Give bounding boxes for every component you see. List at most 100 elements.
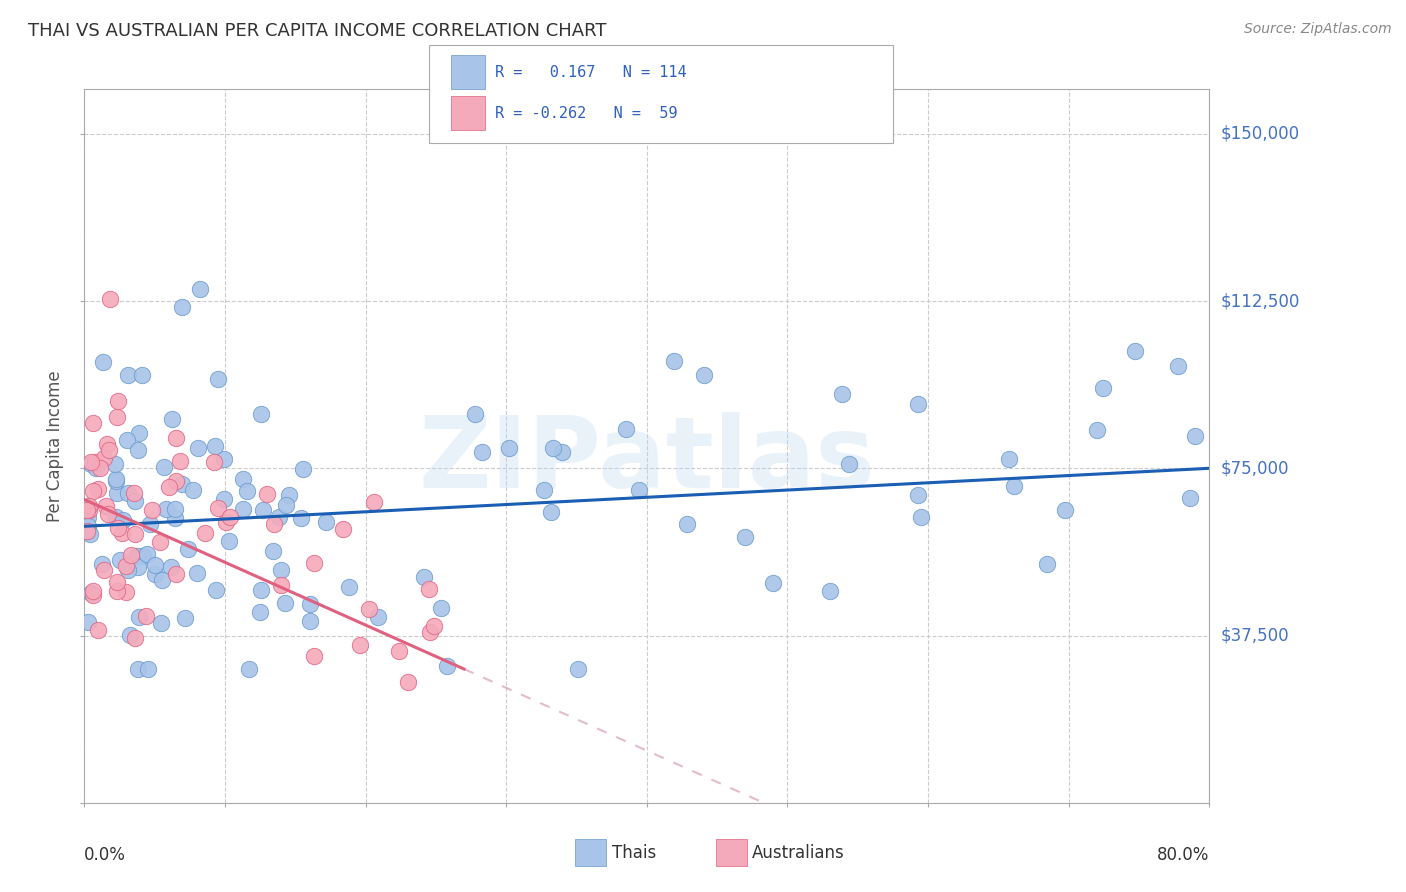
Text: $150,000: $150,000 — [1220, 125, 1299, 143]
Point — [188, 282, 211, 296]
Point — [1091, 381, 1114, 395]
Point — [153, 460, 176, 475]
Point — [304, 556, 326, 570]
Y-axis label: Per Capita Income: Per Capita Income — [46, 370, 65, 522]
Point — [107, 394, 129, 409]
Point — [131, 368, 153, 382]
Point — [267, 509, 290, 524]
Point — [276, 498, 298, 512]
Point — [1036, 557, 1059, 571]
Point — [128, 610, 150, 624]
Point — [290, 511, 312, 525]
Point — [628, 483, 651, 497]
Point — [232, 501, 254, 516]
Point — [108, 553, 131, 567]
Point — [418, 582, 440, 596]
Point — [150, 573, 173, 587]
Point — [693, 368, 716, 382]
Point — [77, 615, 100, 629]
Text: $37,500: $37,500 — [1220, 626, 1289, 645]
Point — [79, 455, 101, 469]
Point — [218, 534, 240, 549]
Point — [676, 516, 699, 531]
Point — [120, 549, 142, 563]
Point — [105, 409, 128, 424]
Point — [82, 584, 104, 599]
Point — [112, 513, 135, 527]
Point — [541, 441, 564, 455]
Point — [662, 354, 685, 368]
Point — [165, 474, 187, 488]
Point — [262, 544, 284, 558]
Point — [155, 502, 177, 516]
Point — [422, 618, 444, 632]
Point — [907, 396, 929, 410]
Point — [172, 300, 194, 314]
Point — [540, 505, 562, 519]
Point — [139, 517, 162, 532]
Point — [207, 500, 229, 515]
Point — [419, 625, 441, 640]
Point — [174, 610, 197, 624]
Point — [105, 575, 128, 590]
Point — [117, 368, 139, 383]
Point — [77, 509, 100, 524]
Point — [205, 583, 228, 598]
Point — [77, 499, 100, 513]
Point — [97, 507, 120, 521]
Point — [363, 495, 385, 509]
Point — [93, 451, 115, 466]
Point — [734, 529, 756, 543]
Point — [141, 503, 163, 517]
Point — [79, 586, 101, 600]
Point — [219, 509, 242, 524]
Point — [1178, 491, 1201, 505]
Point — [128, 426, 150, 441]
Text: 80.0%: 80.0% — [1157, 846, 1209, 863]
Point — [76, 500, 98, 515]
Point — [172, 477, 194, 491]
Point — [165, 431, 187, 445]
Point — [214, 452, 236, 467]
Point — [135, 609, 157, 624]
Point — [82, 416, 104, 430]
Point — [136, 547, 159, 561]
Point — [249, 605, 271, 619]
Point — [104, 475, 127, 489]
Point — [84, 455, 107, 469]
Point — [160, 412, 183, 426]
Point — [132, 549, 155, 563]
Point — [204, 439, 226, 453]
Point — [430, 600, 453, 615]
Point — [567, 662, 589, 676]
Point — [111, 526, 134, 541]
Text: ZIPatlas: ZIPatlas — [419, 412, 875, 508]
Point — [270, 563, 292, 577]
Point — [93, 563, 115, 577]
Point — [97, 442, 120, 457]
Point — [177, 542, 200, 557]
Point — [96, 437, 118, 451]
Point — [94, 499, 117, 513]
Text: Source: ZipAtlas.com: Source: ZipAtlas.com — [1244, 22, 1392, 37]
Point — [87, 623, 110, 637]
Point — [263, 517, 285, 532]
Point — [194, 526, 217, 541]
Point — [396, 674, 419, 689]
Point — [82, 588, 104, 602]
Point — [471, 445, 494, 459]
Text: 0.0%: 0.0% — [84, 846, 127, 863]
Point — [90, 557, 112, 571]
Point — [1002, 479, 1025, 493]
Point — [1053, 503, 1076, 517]
Point — [91, 354, 114, 368]
Point — [907, 488, 929, 502]
Point — [107, 521, 129, 535]
Point — [77, 519, 100, 533]
Point — [136, 662, 159, 676]
Text: THAI VS AUSTRALIAN PER CAPITA INCOME CORRELATION CHART: THAI VS AUSTRALIAN PER CAPITA INCOME COR… — [28, 22, 606, 40]
Point — [367, 610, 389, 624]
Point — [359, 602, 381, 616]
Point — [145, 558, 167, 572]
Point — [105, 472, 128, 486]
